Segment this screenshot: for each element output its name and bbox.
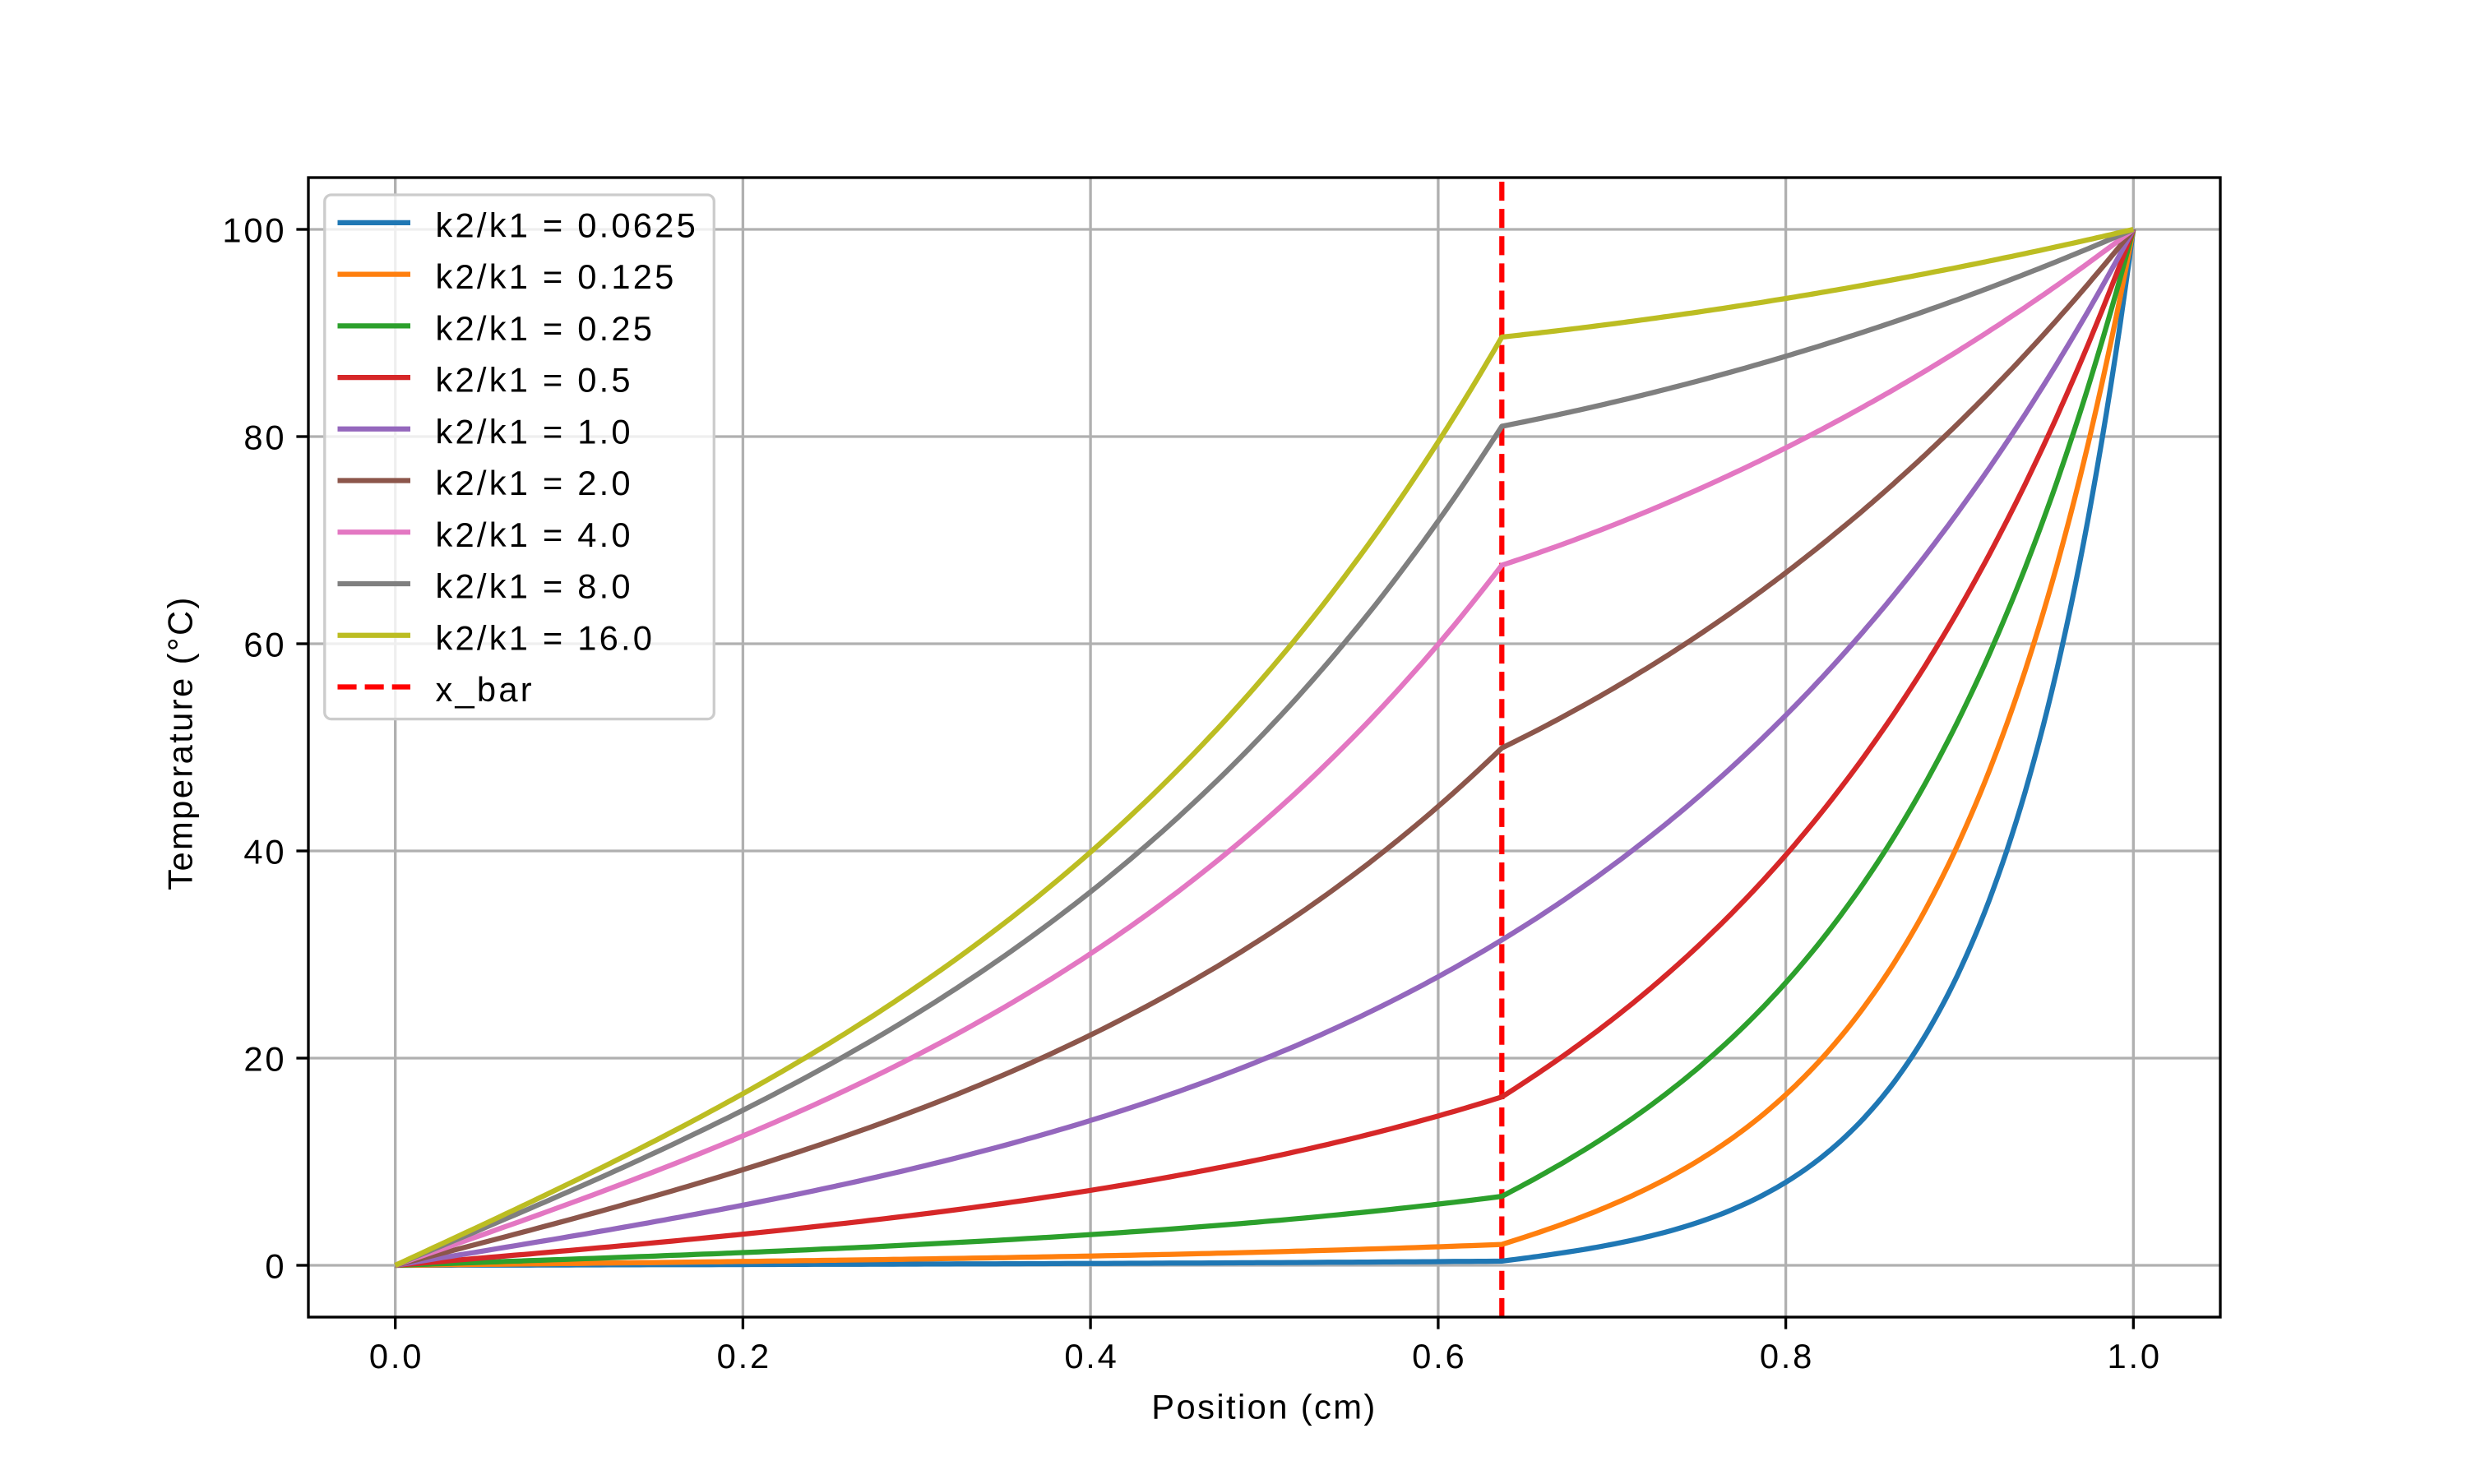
svg-text:0.8: 0.8 [1760,1337,1814,1375]
svg-text:k2/k1 = 2.0: k2/k1 = 2.0 [436,464,633,502]
svg-text:0.2: 0.2 [717,1337,771,1375]
svg-text:k2/k1 = 0.25: k2/k1 = 0.25 [436,309,655,348]
svg-text:20: 20 [243,1040,286,1079]
svg-text:k2/k1 = 16.0: k2/k1 = 16.0 [436,618,655,657]
svg-text:0.6: 0.6 [1412,1337,1466,1375]
svg-text:100: 100 [222,211,286,250]
svg-text:x_bar: x_bar [436,670,535,709]
svg-text:k2/k1 = 0.5: k2/k1 = 0.5 [436,361,633,400]
svg-text:1.0: 1.0 [2108,1337,2162,1375]
svg-text:40: 40 [243,833,286,871]
svg-text:k2/k1 = 4.0: k2/k1 = 4.0 [436,515,633,554]
svg-text:Position (cm): Position (cm) [1151,1388,1377,1426]
svg-text:0: 0 [265,1247,286,1286]
svg-text:0.4: 0.4 [1064,1337,1118,1375]
svg-text:k2/k1 = 1.0: k2/k1 = 1.0 [436,412,633,451]
svg-text:60: 60 [243,626,286,664]
svg-text:0.0: 0.0 [369,1337,424,1375]
svg-text:k2/k1 = 0.0625: k2/k1 = 0.0625 [436,206,698,245]
svg-text:k2/k1 = 8.0: k2/k1 = 8.0 [436,567,633,606]
svg-text:80: 80 [243,418,286,457]
svg-text:Temperature (°C): Temperature (°C) [161,595,200,890]
svg-text:k2/k1 = 0.125: k2/k1 = 0.125 [436,257,677,296]
